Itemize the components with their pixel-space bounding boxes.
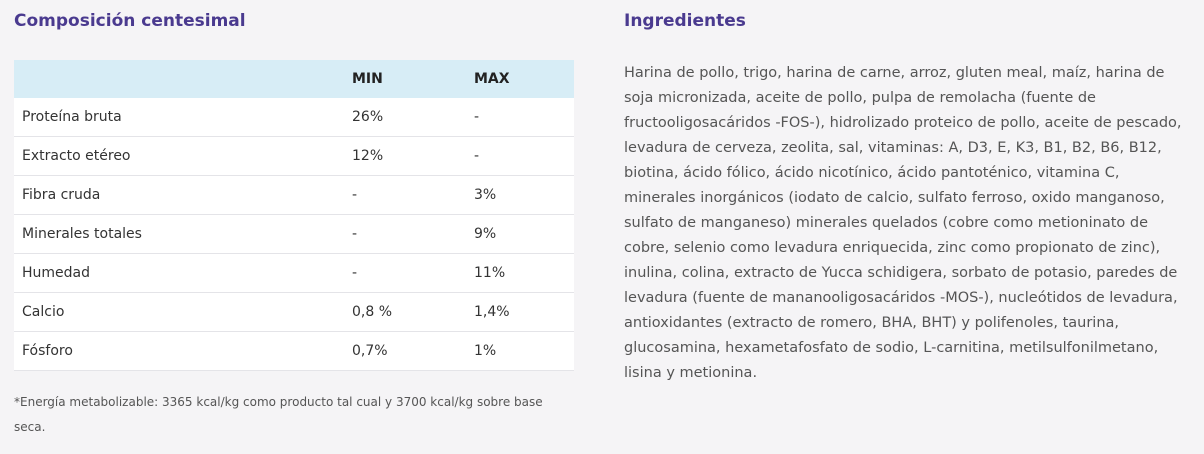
ingredients-title: Ingredientes — [624, 11, 746, 31]
row-name: Humedad — [22, 265, 91, 281]
row-name: Fibra cruda — [22, 187, 101, 203]
row-max: 1,4% — [474, 304, 510, 320]
row-max: 11% — [474, 265, 506, 281]
header-min: MIN — [352, 71, 383, 87]
row-name: Extracto etéreo — [22, 148, 131, 164]
row-min: 12% — [352, 148, 384, 164]
composition-section: Composición centesimal MIN MAX Proteína … — [14, 0, 574, 440]
table-row: Humedad - 11% — [14, 253, 574, 293]
row-max: 3% — [474, 187, 497, 203]
row-name: Proteína bruta — [22, 109, 122, 125]
table-row: Proteína bruta 26% - — [14, 98, 574, 137]
ingredients-text: Harina de pollo, trigo, harina de carne,… — [624, 65, 1182, 381]
row-max: - — [474, 109, 480, 125]
row-max: 1% — [474, 343, 497, 359]
table-row: Extracto etéreo 12% - — [14, 136, 574, 176]
energy-note: *Energía metabolizable: 3365 kcal/kg com… — [14, 395, 543, 434]
composition-title: Composición centesimal — [14, 11, 246, 31]
table-header-row: MIN MAX — [14, 60, 574, 98]
row-name: Calcio — [22, 304, 65, 320]
row-min: 0,7% — [352, 343, 388, 359]
row-name: Fósforo — [22, 343, 73, 359]
table-row: Fibra cruda - 3% — [14, 175, 574, 215]
row-min: 26% — [352, 109, 384, 125]
row-max: 9% — [474, 226, 497, 242]
table-row: Calcio 0,8 % 1,4% — [14, 292, 574, 332]
ingredients-section: Ingredientes Harina de pollo, trigo, har… — [624, 0, 1194, 386]
row-min: - — [352, 226, 358, 242]
table-row: Minerales totales - 9% — [14, 214, 574, 254]
header-max: MAX — [474, 71, 510, 87]
row-min: - — [352, 265, 358, 281]
row-min: 0,8 % — [352, 304, 393, 320]
header-name — [14, 60, 352, 98]
row-min: - — [352, 187, 358, 203]
composition-table: MIN MAX Proteína bruta 26% - Extracto et… — [14, 60, 574, 371]
row-name: Minerales totales — [22, 226, 142, 242]
table-row: Fósforo 0,7% 1% — [14, 331, 574, 371]
row-max: - — [474, 148, 480, 164]
